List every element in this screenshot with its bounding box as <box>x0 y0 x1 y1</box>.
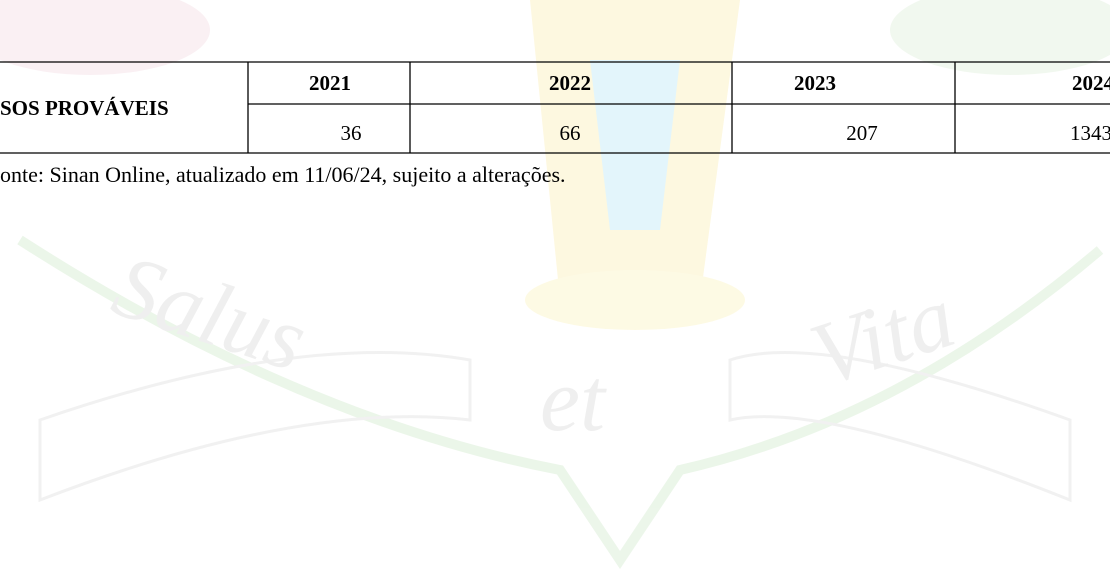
column-header: 2021 <box>309 71 351 95</box>
cell: 207 <box>846 121 878 145</box>
watermark-text: Salus <box>102 236 318 390</box>
caption: onte: Sinan Online, atualizado em 11/06/… <box>0 162 566 187</box>
watermark-text: et <box>540 351 607 450</box>
cell: 1343 <box>1070 121 1110 145</box>
column-header: 2022 <box>549 71 591 95</box>
document: Salus et Vita SOS PROVÁVEIS 2021 2022 20… <box>0 0 1110 585</box>
row-header: SOS PROVÁVEIS <box>0 96 169 120</box>
cell: 36 <box>341 121 362 145</box>
watermark-text: Vita <box>799 267 966 405</box>
page: Salus et Vita SOS PROVÁVEIS 2021 2022 20… <box>0 0 1110 585</box>
column-header: 2024 <box>1072 71 1110 95</box>
cell: 66 <box>560 121 581 145</box>
column-header: 2023 <box>794 71 836 95</box>
